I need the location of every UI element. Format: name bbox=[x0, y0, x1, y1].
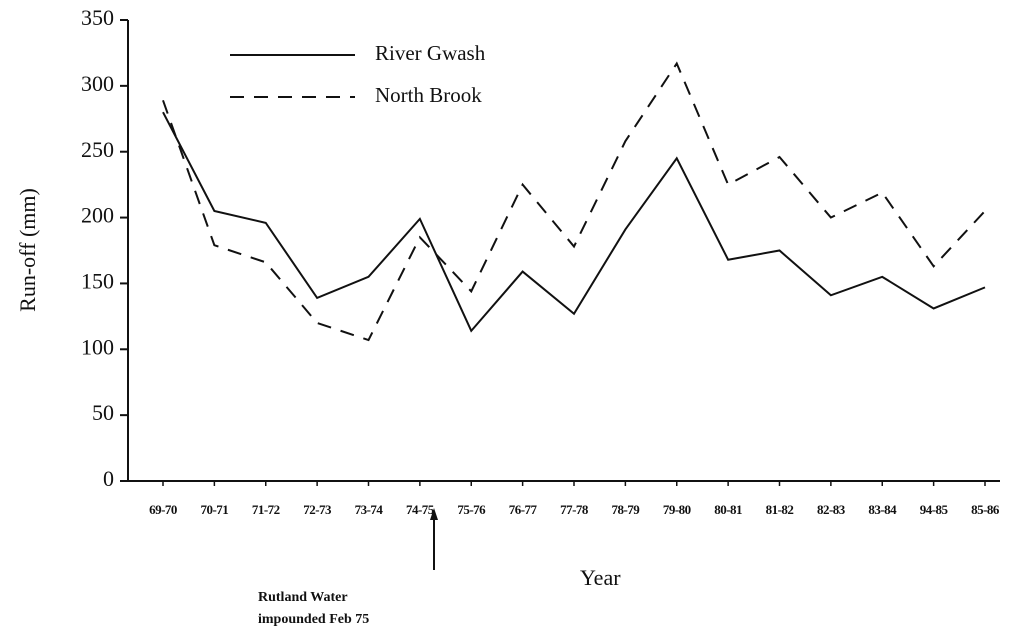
y-tick-label: 100 bbox=[81, 334, 114, 359]
series-line bbox=[162, 111, 986, 333]
x-tick-label: 79-80 bbox=[663, 502, 691, 517]
x-tick-label: 71-72 bbox=[252, 502, 280, 517]
x-axis-label: Year bbox=[580, 565, 621, 590]
x-tick-label: 73-74 bbox=[355, 502, 384, 517]
y-tick-label: 350 bbox=[81, 5, 114, 30]
y-tick-label: 150 bbox=[81, 268, 114, 293]
y-tick-label: 0 bbox=[103, 466, 114, 491]
x-tick-label: 74-75 bbox=[406, 502, 435, 517]
annotation-arrowhead bbox=[430, 508, 438, 520]
y-tick-label: 250 bbox=[81, 137, 114, 162]
x-tick-label: 80-81 bbox=[714, 502, 742, 517]
series-line bbox=[162, 61, 986, 342]
y-tick-label: 300 bbox=[81, 71, 114, 96]
legend-label: River Gwash bbox=[375, 41, 486, 65]
x-tick-label: 78-79 bbox=[611, 502, 640, 517]
x-tick-label: 72-73 bbox=[303, 502, 332, 517]
x-tick-label: 83-84 bbox=[868, 502, 897, 517]
x-tick-label: 69-70 bbox=[149, 502, 177, 517]
legend-label: North Brook bbox=[375, 83, 482, 107]
x-tick-label: 77-78 bbox=[560, 502, 589, 517]
x-tick-label: 76-77 bbox=[509, 502, 538, 517]
y-tick-label: 50 bbox=[92, 400, 114, 425]
annotation: Rutland Water bbox=[258, 590, 348, 605]
y-axis-label: Run-off (mm) bbox=[15, 188, 40, 312]
x-tick-label: 81-82 bbox=[766, 502, 794, 517]
x-tick-label: 85-86 bbox=[971, 502, 1000, 517]
x-tick-label: 94-85 bbox=[920, 502, 949, 517]
x-tick-label: 70-71 bbox=[200, 502, 228, 517]
x-tick-label: 82-83 bbox=[817, 502, 846, 517]
annotation: impounded Feb 75 bbox=[258, 612, 369, 627]
x-tick-label: 75-76 bbox=[457, 502, 486, 517]
y-tick-label: 200 bbox=[81, 203, 114, 228]
